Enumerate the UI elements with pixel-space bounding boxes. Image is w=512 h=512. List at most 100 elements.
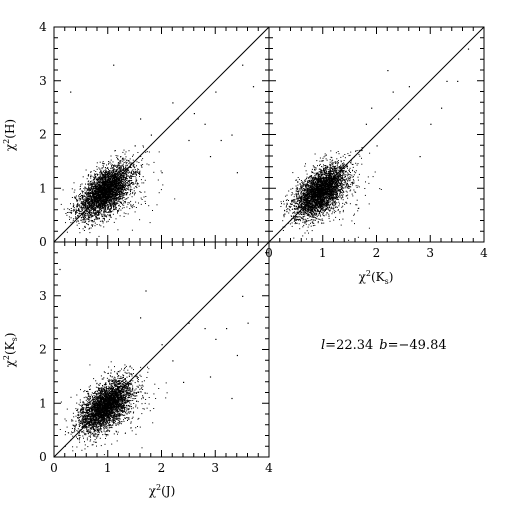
data-point [109,187,111,189]
data-point [342,174,344,176]
data-point [328,191,330,193]
data-point [83,219,85,220]
data-point [342,218,344,220]
data-point [96,197,98,199]
data-point [103,212,105,214]
data-point [108,194,110,196]
data-point [285,206,287,208]
data-point [117,155,119,157]
data-point [100,187,102,189]
data-point [133,206,135,208]
data-point [93,204,95,206]
data-point [336,169,337,171]
data-point [122,183,124,185]
data-point [82,195,84,197]
data-point [334,204,336,206]
data-point [118,191,120,193]
data-point [88,199,89,201]
data-point [204,123,206,125]
data-point [122,165,124,167]
data-point [96,201,98,203]
data-point [102,188,104,190]
data-point [107,167,109,169]
data-point [116,185,118,187]
data-point [115,165,117,167]
data-point [100,185,102,187]
data-point [82,176,84,178]
data-point [78,198,80,200]
data-point [116,156,118,158]
data-point [85,169,87,171]
data-point [103,186,105,188]
data-point [138,168,140,170]
data-point [116,182,118,184]
data-point [86,218,88,220]
data-point [92,201,94,203]
data-point [347,167,348,169]
y-tick-label: 3 [39,74,47,88]
data-point [120,160,122,162]
data-point [137,183,139,185]
data-point [98,213,100,215]
data-point [116,180,118,182]
data-point [114,177,115,179]
data-point [71,197,73,198]
data-point [112,174,114,176]
data-point [95,186,97,187]
data-point [122,188,124,190]
y-tick-label: 2 [39,128,47,142]
data-point [94,187,96,189]
data-point [119,173,121,175]
data-point [122,196,124,198]
data-point [364,194,366,196]
data-point [108,181,110,183]
data-point [297,188,299,190]
data-point [125,184,127,186]
data-point [106,173,108,175]
data-point [115,208,117,210]
data-point [105,186,107,188]
data-point [135,172,137,174]
data-point [92,184,94,185]
data-point [94,211,96,213]
data-point [100,190,102,192]
data-point [330,172,331,174]
data-point [119,180,121,182]
data-point [125,174,127,176]
data-point [305,186,307,188]
data-point [103,174,105,175]
data-point [104,195,106,197]
data-point [120,162,122,164]
data-point [82,221,84,223]
data-point [132,166,134,168]
data-point [90,195,92,197]
data-point [295,202,297,204]
data-point [95,190,97,192]
data-point [105,178,107,180]
data-point [97,191,99,192]
data-point [105,201,107,202]
data-point [115,172,117,174]
data-point [123,190,125,192]
data-point [117,203,119,204]
data-point [312,222,314,224]
data-point [111,167,113,169]
data-point [119,166,121,168]
data-point [115,199,117,201]
data-point [316,208,318,210]
data-point [117,180,119,181]
data-point [301,199,302,201]
data-point [320,211,322,213]
data-point [124,173,126,174]
data-point [110,193,112,195]
data-point [129,182,131,184]
data-point [68,216,70,218]
data-point [82,206,84,208]
data-point [103,176,105,178]
data-point [135,177,137,179]
data-point [126,187,128,189]
data-point [346,191,348,193]
data-point [305,178,307,180]
data-point [101,181,102,183]
data-point [96,182,98,184]
